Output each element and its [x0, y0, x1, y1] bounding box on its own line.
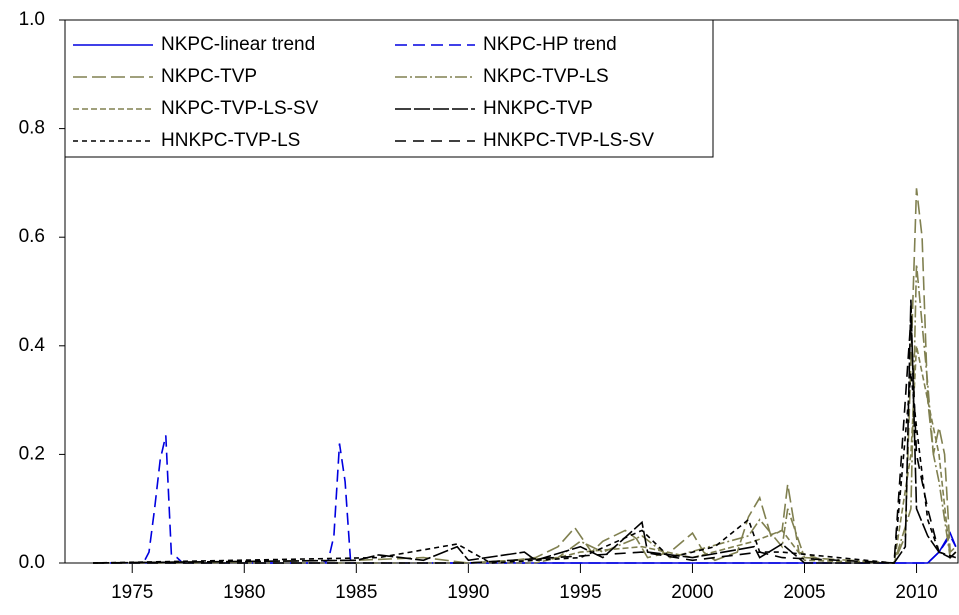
- series-line: [93, 264, 957, 564]
- series-line: [92, 188, 957, 564]
- legend-label: HNKPC-TVP-LS-SV: [483, 130, 654, 151]
- legend-label: HNKPC-TVP-LS: [161, 130, 300, 151]
- legend-label: NKPC-HP trend: [483, 34, 617, 55]
- x-tick-label: 1985: [335, 582, 377, 603]
- x-tick-label: 1980: [223, 582, 265, 603]
- x-tick-label: 2005: [783, 582, 825, 603]
- x-tick-label: 2010: [895, 582, 937, 603]
- x-tick-label: 1995: [559, 582, 601, 603]
- y-tick-label: 0.0: [19, 552, 45, 573]
- legend-label: NKPC-TVP-LS: [483, 66, 609, 87]
- y-tick-label: 0.4: [19, 335, 46, 356]
- series-line: [93, 345, 957, 564]
- x-tick-label: 2000: [671, 582, 713, 603]
- y-tick-label: 0.2: [19, 443, 45, 464]
- legend-label: NKPC-TVP: [161, 66, 257, 87]
- legend-label: NKPC-TVP-LS-SV: [161, 98, 319, 119]
- x-tick-label: 1975: [111, 582, 153, 603]
- legend-box: [64, 19, 714, 158]
- y-tick-label: 1.0: [19, 9, 45, 30]
- series-line: [92, 299, 957, 564]
- x-tick-label: 1990: [447, 582, 489, 603]
- y-tick-label: 0.6: [19, 226, 45, 247]
- series-line: [93, 318, 957, 564]
- y-tick-label: 0.8: [19, 118, 45, 139]
- series-line: [92, 372, 957, 564]
- legend-label: HNKPC-TVP: [483, 98, 593, 119]
- series-line: [93, 435, 957, 564]
- legend-label: NKPC-linear trend: [161, 34, 315, 55]
